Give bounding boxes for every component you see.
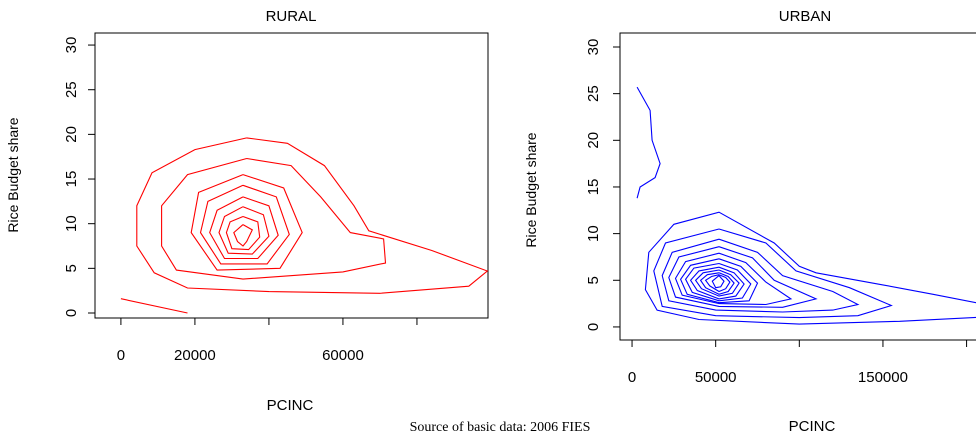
plot-frame bbox=[94, 32, 489, 319]
x-tick-label: 0 bbox=[628, 369, 636, 386]
contour-line bbox=[218, 206, 270, 255]
y-tick-label: 30 bbox=[63, 37, 80, 54]
x-tick-label: 150000 bbox=[858, 369, 908, 386]
contour-line bbox=[674, 252, 793, 306]
contour-line bbox=[209, 196, 279, 260]
contour-line bbox=[190, 174, 303, 271]
contour-line bbox=[679, 258, 759, 304]
y-tick-label: 30 bbox=[585, 39, 602, 56]
contour-line bbox=[199, 184, 290, 265]
contour-line bbox=[694, 269, 740, 297]
y-tick-label: 25 bbox=[585, 85, 602, 102]
contour-line bbox=[225, 215, 261, 251]
y-tick-label: 20 bbox=[63, 126, 80, 143]
contour-line bbox=[636, 86, 661, 199]
y-tick-label: 25 bbox=[63, 81, 80, 98]
x-tick-label: 0 bbox=[117, 347, 125, 364]
chart-title: RURAL bbox=[266, 8, 317, 25]
x-tick-label: 60000 bbox=[322, 347, 364, 364]
y-tick-label: 5 bbox=[585, 276, 602, 284]
contour-line bbox=[136, 137, 489, 294]
x-tick-label: 50000 bbox=[695, 369, 737, 386]
y-tick-label: 20 bbox=[585, 132, 602, 149]
contour-line bbox=[668, 246, 818, 308]
contour-line bbox=[120, 298, 188, 314]
contour-line bbox=[661, 238, 860, 313]
y-axis-label: Rice Budget share bbox=[5, 117, 21, 232]
contour-line bbox=[711, 275, 725, 289]
y-tick-label: 10 bbox=[585, 225, 602, 242]
x-tick-label: 20000 bbox=[174, 347, 216, 364]
y-tick-label: 15 bbox=[585, 179, 602, 196]
contour-line bbox=[161, 157, 387, 280]
x-axis-label: PCINC bbox=[267, 397, 314, 414]
y-tick-label: 10 bbox=[63, 215, 80, 232]
source-note: Source of basic data: 2006 FIES bbox=[410, 420, 591, 435]
y-tick-label: 5 bbox=[63, 264, 80, 272]
plot-frame bbox=[619, 32, 976, 341]
x-axis-label: PCINC bbox=[789, 418, 836, 435]
contour-line bbox=[689, 266, 745, 300]
y-tick-label: 15 bbox=[63, 171, 80, 188]
y-tick-label: 0 bbox=[585, 323, 602, 331]
y-axis-label: Rice Budget share bbox=[523, 132, 539, 247]
contour-line bbox=[684, 262, 752, 302]
contour-line bbox=[653, 228, 893, 319]
y-tick-label: 0 bbox=[63, 309, 80, 317]
contour-line bbox=[233, 224, 254, 247]
contour-line bbox=[704, 274, 731, 293]
contour-line bbox=[644, 211, 976, 325]
chart-title: URBAN bbox=[779, 8, 832, 25]
contour-line bbox=[699, 272, 735, 295]
